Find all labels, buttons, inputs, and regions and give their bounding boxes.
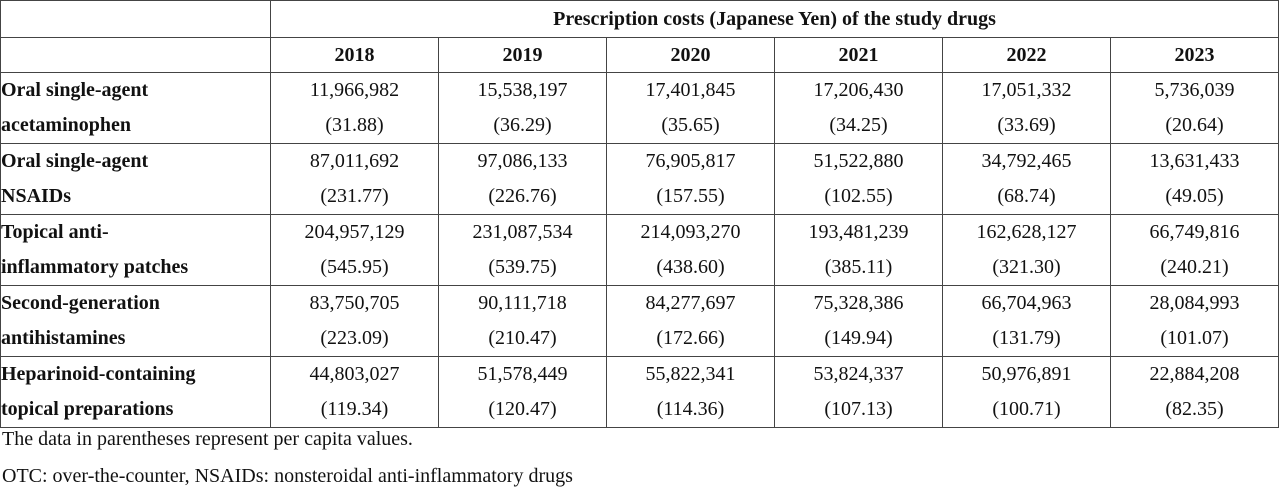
total-cost: 28,084,993 [1109,285,1280,321]
per-capita-value: (172.66) [606,321,775,357]
prescription-costs-table: Prescription costs (Japanese Yen) of the… [0,0,1280,428]
total-cost: 50,976,891 [942,356,1111,392]
per-capita-value: (102.55) [774,179,943,215]
per-capita-value: (210.47) [438,321,607,357]
table-caption: Prescription costs (Japanese Yen) of the… [269,0,1280,38]
footnote-per-capita: The data in parentheses represent per ca… [2,428,413,450]
drug-name: Oral single-agent [0,72,271,108]
total-cost: 17,206,430 [774,72,943,108]
year-header: 2022 [942,37,1111,73]
total-cost: 53,824,337 [774,356,943,392]
total-cost: 13,631,433 [1109,143,1280,179]
total-cost: 15,538,197 [438,72,607,108]
row-header-blank [0,37,271,73]
caption-row: Prescription costs (Japanese Yen) of the… [0,0,1280,38]
table-row: Oral single-agent 87,011,692 97,086,133 … [0,143,1280,179]
per-capita-value: (36.29) [438,108,607,144]
per-capita-value: (35.65) [606,108,775,144]
per-capita-value: (157.55) [606,179,775,215]
drug-name: Oral single-agent [0,143,271,179]
per-capita-value: (545.95) [270,250,439,286]
total-cost: 90,111,718 [438,285,607,321]
total-cost: 55,822,341 [606,356,775,392]
year-header: 2023 [1109,37,1280,73]
drug-name: Second-generation [0,285,271,321]
per-capita-value: (240.21) [1109,250,1280,286]
total-cost: 34,792,465 [942,143,1111,179]
table-row: Heparinoid-containing 44,803,027 51,578,… [0,356,1280,392]
table-row: Topical anti- 204,957,129 231,087,534 21… [0,214,1280,250]
total-cost: 22,884,208 [1109,356,1280,392]
per-capita-value: (107.13) [774,392,943,428]
per-capita-value: (34.25) [774,108,943,144]
drug-name: Heparinoid-containing [0,356,271,392]
year-header: 2018 [270,37,439,73]
drug-name-cont: acetaminophen [0,108,271,144]
drug-name-cont: inflammatory patches [0,250,271,286]
per-capita-value: (231.77) [270,179,439,215]
total-cost: 51,578,449 [438,356,607,392]
drug-name-cont: topical preparations [0,392,271,428]
table-row-per-capita: acetaminophen (31.88) (36.29) (35.65) (3… [0,108,1280,144]
total-cost: 231,087,534 [438,214,607,250]
per-capita-value: (101.07) [1109,321,1280,357]
per-capita-value: (131.79) [942,321,1111,357]
total-cost: 83,750,705 [270,285,439,321]
total-cost: 11,966,982 [270,72,439,108]
total-cost: 214,093,270 [606,214,775,250]
per-capita-value: (120.47) [438,392,607,428]
per-capita-value: (149.94) [774,321,943,357]
total-cost: 51,522,880 [774,143,943,179]
total-cost: 193,481,239 [774,214,943,250]
year-header: 2019 [438,37,607,73]
table-row-per-capita: inflammatory patches (545.95) (539.75) (… [0,250,1280,286]
per-capita-value: (385.11) [774,250,943,286]
drug-name-cont: NSAIDs [0,179,271,215]
total-cost: 66,704,963 [942,285,1111,321]
table-row: Oral single-agent 11,966,982 15,538,197 … [0,72,1280,108]
per-capita-value: (49.05) [1109,179,1280,215]
per-capita-value: (539.75) [438,250,607,286]
per-capita-value: (119.34) [270,392,439,428]
per-capita-value: (68.74) [942,179,1111,215]
total-cost: 66,749,816 [1109,214,1280,250]
total-cost: 204,957,129 [270,214,439,250]
per-capita-value: (223.09) [270,321,439,357]
table-row-per-capita: NSAIDs (231.77) (226.76) (157.55) (102.5… [0,179,1280,215]
table-row-per-capita: topical preparations (119.34) (120.47) (… [0,392,1280,428]
corner-cell [0,0,271,38]
year-header-row: 2018 2019 2020 2021 2022 2023 [0,37,1280,73]
total-cost: 87,011,692 [270,143,439,179]
total-cost: 75,328,386 [774,285,943,321]
per-capita-value: (31.88) [270,108,439,144]
total-cost: 17,401,845 [606,72,775,108]
per-capita-value: (100.71) [942,392,1111,428]
per-capita-value: (20.64) [1109,108,1280,144]
total-cost: 44,803,027 [270,356,439,392]
drug-name-cont: antihistamines [0,321,271,357]
total-cost: 84,277,697 [606,285,775,321]
per-capita-value: (226.76) [438,179,607,215]
table-row: Second-generation 83,750,705 90,111,718 … [0,285,1280,321]
total-cost: 76,905,817 [606,143,775,179]
per-capita-value: (33.69) [942,108,1111,144]
per-capita-value: (438.60) [606,250,775,286]
footnote-abbreviations: OTC: over-the-counter, NSAIDs: nonsteroi… [2,465,573,487]
drug-name: Topical anti- [0,214,271,250]
total-cost: 97,086,133 [438,143,607,179]
table-row-per-capita: antihistamines (223.09) (210.47) (172.66… [0,321,1280,357]
total-cost: 162,628,127 [942,214,1111,250]
year-header: 2020 [606,37,775,73]
per-capita-value: (82.35) [1109,392,1280,428]
year-header: 2021 [774,37,943,73]
per-capita-value: (321.30) [942,250,1111,286]
total-cost: 17,051,332 [942,72,1111,108]
total-cost: 5,736,039 [1109,72,1280,108]
per-capita-value: (114.36) [606,392,775,428]
